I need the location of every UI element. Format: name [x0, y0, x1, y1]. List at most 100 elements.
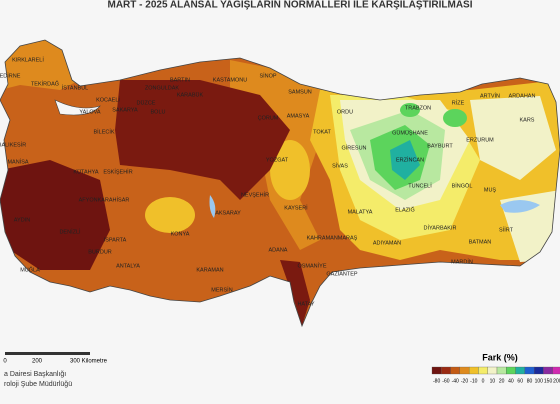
- legend-swatch: [524, 366, 535, 375]
- legend-swatch: [487, 366, 498, 375]
- lake: [209, 195, 216, 218]
- scale-label: 200: [32, 359, 43, 365]
- legend-label: 100: [535, 378, 544, 384]
- province-label: KAHRAMANMARAŞ: [307, 235, 358, 241]
- province-label: SAKARYA: [112, 107, 138, 113]
- province-label: SİİRT: [499, 226, 514, 233]
- legend-label: -80: [433, 378, 440, 384]
- legend-swatch: [468, 366, 479, 375]
- legend-label: 0: [482, 378, 485, 384]
- legend-swatch: [515, 366, 526, 375]
- province-label: MARDİN: [451, 258, 473, 265]
- legend-title: Fark (%): [482, 352, 518, 362]
- organization-line: roloji Şube Müdürlüğü: [4, 381, 72, 388]
- province-label: KARS: [520, 117, 535, 123]
- legend-swatch: [450, 366, 461, 375]
- legend-swatch: [441, 366, 451, 375]
- province-label: YOZGAT: [266, 157, 289, 163]
- province-label: ADANA: [269, 247, 288, 253]
- province-label: BATMAN: [469, 239, 492, 245]
- scale-label: 300 Kilometre: [70, 359, 108, 365]
- province-label: DİYARBAKIR: [424, 224, 457, 231]
- legend-label: -10: [470, 378, 477, 384]
- legend-label: 200: [553, 378, 560, 384]
- legend-label: 10: [490, 378, 496, 384]
- province-label: GAZİANTEP: [326, 270, 358, 277]
- province-label: ZONGULDAK: [145, 85, 180, 91]
- province-label: ARTVİN: [480, 92, 500, 99]
- province-label: ARDAHAN: [509, 93, 536, 99]
- legend-swatch: [478, 366, 488, 375]
- legend-label: 20: [499, 378, 505, 384]
- province-label: ELAZIĞ: [395, 206, 415, 213]
- scale-label: 0: [3, 359, 7, 365]
- marmara-sea: [54, 99, 101, 116]
- province-label: DÜZCE: [137, 99, 156, 106]
- province-label: BOLU: [151, 109, 166, 115]
- province-label: MANİSA: [7, 158, 28, 165]
- province-label: ERZURUM: [466, 137, 494, 143]
- province-label: BALIKESİR: [0, 141, 26, 148]
- province-label: MERSİN: [211, 286, 232, 293]
- province-label: ESKİŞEHİR: [103, 168, 132, 175]
- province-label: AKSARAY: [215, 210, 241, 216]
- legend-label: 150: [544, 378, 553, 384]
- province-label: KARABÜK: [177, 91, 204, 98]
- province-label: MALATYA: [348, 209, 373, 215]
- legend-label: 80: [527, 378, 533, 384]
- province-label: AFYONKARAHİSAR: [79, 196, 130, 203]
- lake: [500, 200, 540, 213]
- province-label: YALOVA: [79, 109, 101, 115]
- legend-swatch: [459, 366, 470, 375]
- province-label: KONYA: [171, 231, 190, 237]
- province-label: ANTALYA: [116, 263, 140, 269]
- province-label: TEKİRDAĞ: [31, 80, 59, 87]
- organization-line: a Dairesi Başkanlığı: [4, 371, 66, 378]
- province-label: KASTAMONU: [213, 77, 247, 83]
- legend-label: -20: [461, 378, 468, 384]
- map-title: MART - 2025 ALANSAL YAĞIŞLARIN NORMALLER…: [107, 0, 472, 11]
- legend-label: -60: [442, 378, 449, 384]
- province-label: GİRESUN: [341, 144, 366, 151]
- province-label: KARAMAN: [196, 267, 223, 273]
- province-label: İSTANBUL: [62, 84, 89, 91]
- legend-swatch: [552, 366, 560, 375]
- province-label: HATAY: [297, 301, 314, 307]
- province-label: DENİZLİ: [59, 228, 81, 235]
- province-label: RİZE: [452, 99, 465, 106]
- province-label: AYDIN: [14, 217, 30, 223]
- province-label: NEVŞEHİR: [241, 191, 269, 198]
- legend-label: -40: [452, 378, 459, 384]
- province-label: SAMSUN: [288, 89, 312, 95]
- province-label: TUNCELİ: [408, 182, 432, 189]
- province-label: ISPARTA: [104, 237, 127, 243]
- legend-swatch: [533, 366, 544, 375]
- legend-swatch: [431, 366, 442, 375]
- legend-swatch: [506, 366, 516, 375]
- province-label: MUĞLA: [20, 266, 40, 273]
- province-label: ADIYAMAN: [373, 240, 401, 246]
- province-label: TRABZON: [405, 105, 431, 111]
- province-label: KAYSERİ: [284, 204, 308, 211]
- province-label: EDİRNE: [0, 72, 21, 79]
- province-label: TOKAT: [313, 129, 331, 135]
- province-label: KOCAELİ: [96, 96, 120, 103]
- province-label: KÜTAHYA: [73, 168, 98, 175]
- province-label: ÇORUM: [258, 115, 279, 121]
- province-label: OSMANİYE: [297, 262, 326, 269]
- scale-bar: 0 200 300 Kilometre: [3, 352, 108, 365]
- legend-swatch: [543, 366, 553, 375]
- province-label: MUŞ: [484, 187, 497, 193]
- legend-swatch: [496, 366, 507, 375]
- province-label: BİLECİK: [93, 128, 114, 135]
- province-label: SİNOP: [259, 72, 276, 79]
- province-label: BAYBURT: [427, 143, 453, 149]
- province-label: ERZİNCAN: [396, 156, 424, 163]
- legend-label: 60: [517, 378, 523, 384]
- province-label: AMASYA: [287, 113, 310, 119]
- province-label: BARTIN: [170, 77, 190, 83]
- province-label: GÜMÜŞHANE: [392, 129, 428, 136]
